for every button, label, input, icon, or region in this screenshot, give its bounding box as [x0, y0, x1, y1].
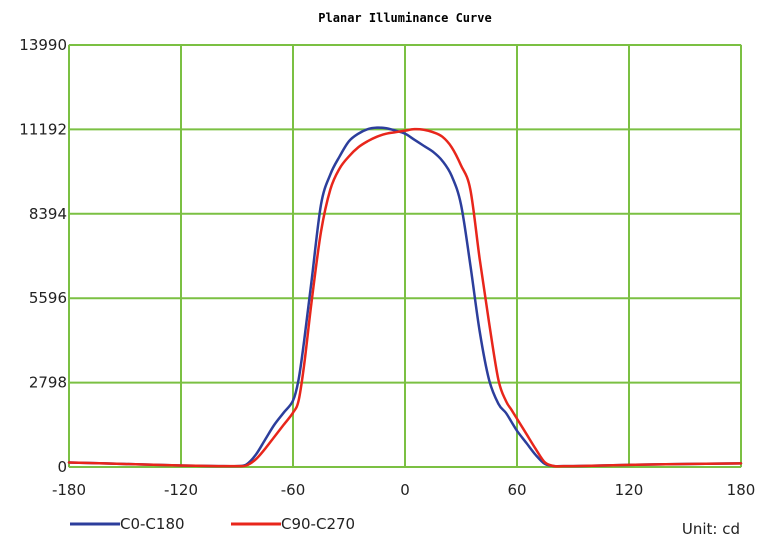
y-tick-label: 11192 — [19, 120, 67, 138]
y-tick-label: 5596 — [29, 289, 67, 307]
x-tick-label: 120 — [615, 481, 644, 499]
legend-label: C90-C270 — [281, 515, 355, 533]
legend: C0-C180 C90-C270 — [70, 515, 355, 533]
x-tick-label: 0 — [400, 481, 410, 499]
y-tick-label: 2798 — [29, 374, 67, 392]
unit-label: Unit: cd — [682, 520, 740, 538]
x-tick-label: -180 — [52, 481, 86, 499]
x-tick-label: -120 — [164, 481, 198, 499]
y-axis-ticks: 0 2798 5596 8394 11192 13990 — [19, 36, 67, 476]
series-line-c0-c180 — [67, 126, 743, 468]
series-line-c90-c270 — [67, 127, 743, 468]
series-lines — [67, 126, 743, 468]
chart-title: Planar Illuminance Curve — [318, 11, 491, 25]
x-axis-ticks: -180 -120 -60 0 60 120 180 — [52, 481, 755, 499]
grid — [68, 44, 742, 468]
y-tick-label: 13990 — [19, 36, 67, 54]
y-tick-label: 0 — [57, 458, 67, 476]
x-tick-label: 180 — [727, 481, 756, 499]
legend-label: C0-C180 — [120, 515, 185, 533]
x-tick-label: -60 — [281, 481, 306, 499]
y-tick-label: 8394 — [29, 205, 67, 223]
x-tick-label: 60 — [507, 481, 526, 499]
